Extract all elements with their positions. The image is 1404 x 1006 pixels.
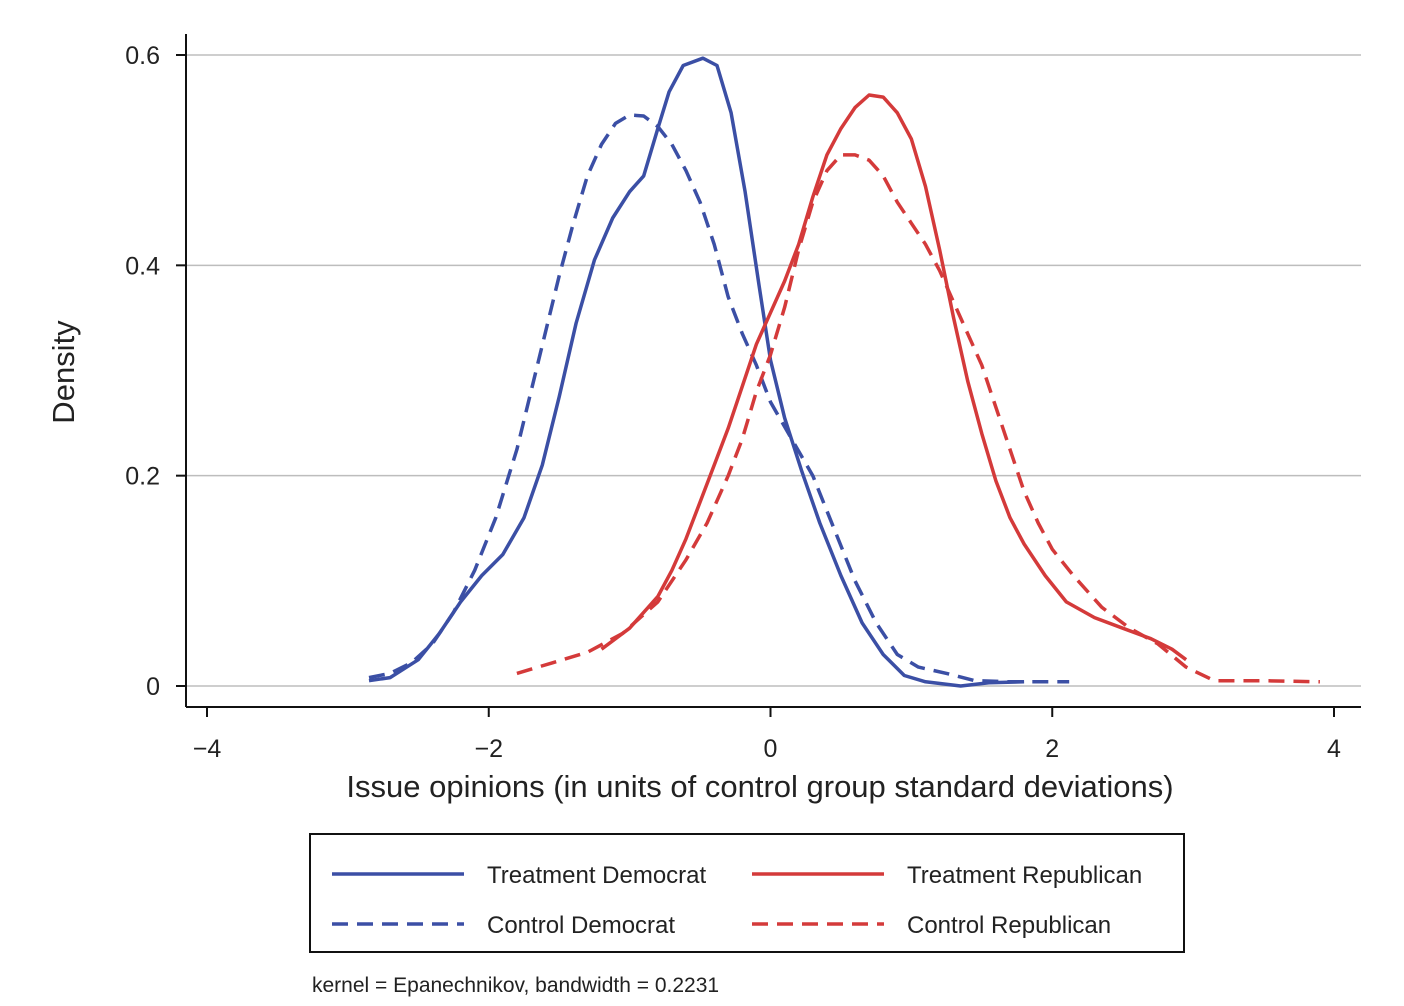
series-lines [368,56,1320,688]
x-axis-title: Issue opinions (in units of control grou… [346,769,1173,804]
y-axis-title: Density [46,320,81,424]
y-tick-label: 0.4 [125,252,160,280]
x-tick-label: −2 [474,735,503,763]
series-line-treatment-democrat [368,56,1025,688]
series-line-treatment-republican [600,93,1188,662]
kernel-note: kernel = Epanechnikov, bandwidth = 0.223… [312,974,719,997]
legend-treatment-republican-label: Treatment Republican [907,862,1142,889]
legend: Treatment Democrat Treatment Republican Co… [309,833,1185,953]
y-tick-label: 0.2 [125,463,160,491]
gridlines [186,54,1361,687]
x-tick-label: 2 [1045,735,1059,763]
axes [176,34,1361,717]
series-line-control-democrat [368,113,1070,684]
tick-labels: 0 0.2 0.4 0.6 −4 −2 0 2 4 [125,42,1341,763]
legend-control-republican-label: Control Republican [907,912,1111,939]
series-line-control-republican [516,153,1320,684]
legend-items: Treatment Democrat Treatment Republican Co… [332,862,1142,939]
y-tick-label: 0 [146,673,160,701]
legend-control-democrat-label: Control Democrat [487,912,675,939]
x-tick-label: 4 [1327,735,1341,763]
x-tick-label: −4 [193,735,222,763]
legend-box [309,833,1185,953]
x-tick-label: 0 [764,735,778,763]
legend-treatment-democrat-label: Treatment Democrat [487,862,707,889]
y-tick-label: 0.6 [125,42,160,70]
